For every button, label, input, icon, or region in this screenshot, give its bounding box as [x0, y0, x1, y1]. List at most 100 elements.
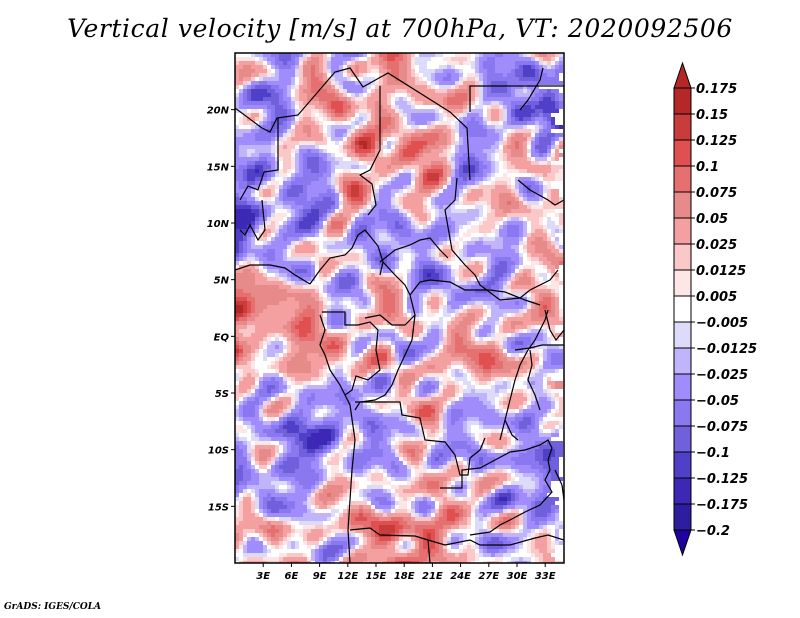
field-cell — [287, 89, 291, 93]
field-cell — [439, 213, 479, 217]
field-cell — [555, 149, 559, 153]
field-cell — [443, 69, 455, 73]
field-cell — [431, 245, 435, 249]
field-cell — [263, 337, 267, 341]
field-cell — [415, 541, 419, 545]
field-cell — [555, 533, 559, 537]
field-cell — [387, 313, 391, 317]
field-cell — [239, 537, 243, 541]
field-cell — [419, 505, 431, 509]
field-cell — [355, 485, 359, 489]
field-cell — [291, 481, 299, 485]
field-cell — [487, 105, 491, 109]
field-cell — [475, 165, 479, 169]
field-cell — [391, 201, 395, 205]
field-cell — [523, 141, 527, 145]
field-cell — [399, 497, 403, 501]
field-cell — [431, 273, 439, 277]
field-cell — [415, 181, 419, 185]
field-cell — [315, 313, 319, 317]
field-cell — [259, 117, 263, 121]
field-cell — [459, 369, 463, 373]
field-cell — [475, 65, 479, 69]
field-cell — [327, 297, 331, 301]
field-cell — [447, 437, 471, 441]
field-cell — [479, 417, 515, 421]
field-cell — [287, 169, 291, 173]
field-cell — [487, 269, 491, 273]
field-cell — [427, 141, 435, 145]
field-cell — [247, 297, 255, 301]
field-cell — [435, 345, 439, 349]
field-cell — [243, 89, 247, 93]
field-cell — [355, 541, 359, 545]
field-cell — [299, 213, 303, 217]
field-cell — [399, 453, 403, 457]
field-cell — [499, 117, 503, 121]
field-cell — [535, 149, 539, 153]
field-cell — [327, 525, 339, 529]
field-cell — [315, 289, 319, 293]
field-cell — [467, 241, 475, 245]
field-cell — [487, 109, 491, 113]
field-cell — [375, 217, 379, 221]
field-cell — [535, 457, 543, 461]
field-cell — [355, 121, 359, 125]
field-cell — [455, 225, 459, 229]
field-cell — [527, 101, 539, 105]
field-cell — [427, 353, 431, 357]
field-cell — [555, 413, 563, 417]
field-cell — [519, 65, 523, 69]
field-cell — [267, 541, 271, 545]
field-cell — [267, 305, 299, 309]
field-cell — [255, 329, 287, 333]
field-cell — [455, 517, 459, 521]
field-cell — [539, 217, 543, 221]
field-cell — [487, 85, 491, 89]
field-cell — [547, 221, 555, 225]
field-cell — [279, 365, 287, 369]
field-cell — [403, 329, 411, 333]
field-cell — [483, 97, 531, 101]
field-cell — [371, 357, 387, 361]
field-cell — [371, 177, 379, 181]
field-cell — [243, 313, 247, 317]
field-cell — [523, 529, 531, 533]
field-cell — [379, 309, 383, 313]
field-cell — [511, 265, 515, 269]
field-cell — [415, 185, 419, 189]
field-cell — [399, 381, 411, 385]
field-cell — [383, 273, 403, 277]
field-cell — [535, 533, 539, 537]
field-cell — [467, 501, 475, 505]
field-cell — [283, 525, 291, 529]
field-cell — [235, 253, 239, 257]
field-cell — [287, 145, 295, 149]
field-cell — [467, 441, 475, 445]
field-cell — [551, 457, 559, 461]
field-cell — [527, 273, 531, 277]
field-cell — [487, 397, 495, 401]
field-cell — [275, 345, 279, 349]
field-cell — [523, 153, 527, 157]
field-cell — [379, 149, 383, 153]
field-cell — [427, 357, 431, 361]
field-cell — [443, 369, 447, 373]
field-cell — [291, 173, 295, 177]
field-cell — [327, 165, 331, 169]
field-cell — [283, 537, 287, 541]
field-cell — [351, 489, 355, 493]
field-cell — [475, 169, 479, 173]
field-cell — [295, 529, 303, 533]
field-cell — [527, 505, 531, 509]
field-cell — [255, 449, 259, 453]
field-cell — [307, 57, 311, 61]
field-cell — [319, 481, 323, 485]
field-cell — [351, 97, 355, 101]
field-cell — [383, 301, 395, 305]
field-cell — [479, 437, 483, 441]
field-cell — [331, 521, 335, 525]
field-cell — [275, 201, 283, 205]
field-cell — [279, 425, 283, 429]
field-cell — [391, 193, 395, 197]
